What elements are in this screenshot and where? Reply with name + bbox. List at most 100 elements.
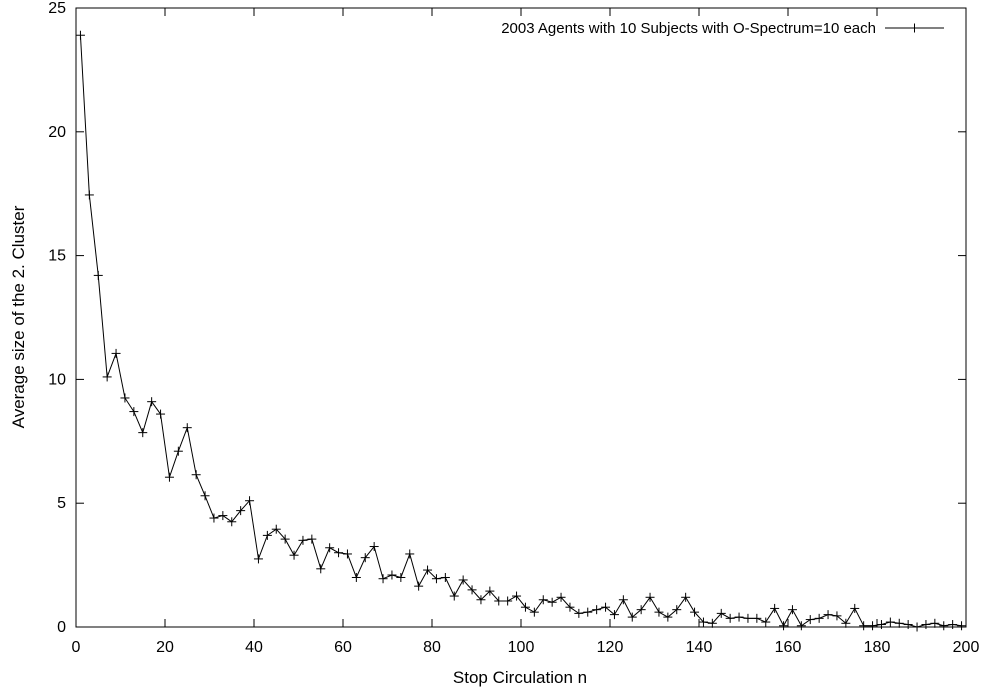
data-point (129, 407, 139, 417)
data-point (458, 575, 468, 585)
data-point (583, 607, 593, 617)
data-point (342, 549, 352, 559)
x-tick: 180 (864, 8, 891, 656)
data-point (449, 591, 459, 601)
x-tick: 140 (686, 8, 713, 656)
data-point (672, 605, 682, 615)
plot-area-border (75, 7, 967, 628)
data-point (921, 620, 931, 630)
data-point (405, 549, 415, 559)
series-line (79, 35, 962, 628)
data-point (93, 270, 103, 280)
x-tick: 160 (775, 8, 802, 656)
x-tick-label: 40 (245, 639, 263, 656)
data-point (770, 603, 780, 613)
data-point (690, 607, 700, 617)
data-point (218, 511, 228, 521)
data-point (805, 615, 815, 625)
data-point (280, 534, 290, 544)
data-point (245, 496, 255, 506)
data-point (796, 621, 806, 631)
data-point (761, 617, 771, 627)
data-point (360, 553, 370, 563)
data-point (289, 550, 299, 560)
data-point (351, 572, 361, 582)
data-point (743, 613, 753, 623)
y-axis-ticks: 0 5 10 15 20 25 (48, 0, 966, 636)
data-point (592, 605, 602, 615)
data-point (627, 612, 637, 622)
data-point (850, 603, 860, 613)
data-point (601, 602, 611, 612)
data-point (325, 543, 335, 553)
data-point (147, 397, 157, 407)
data-point (832, 611, 842, 621)
data-point (378, 574, 388, 584)
data-point (859, 621, 869, 631)
data-point (164, 472, 174, 482)
data-point (903, 620, 913, 630)
data-point (102, 372, 112, 382)
data-point (645, 592, 655, 602)
y-tick-label: 15 (48, 248, 66, 265)
x-tick: 100 (508, 8, 534, 656)
data-point (423, 565, 433, 575)
data-point (520, 602, 530, 612)
data-point (387, 570, 397, 580)
data-point (912, 622, 922, 632)
data-point (636, 605, 646, 615)
x-tick: 60 (334, 8, 352, 656)
x-tick-label: 120 (597, 639, 624, 656)
data-point (725, 613, 735, 623)
y-tick: 20 (48, 124, 966, 141)
data-point (698, 617, 708, 627)
data-point (120, 393, 130, 403)
x-tick-label: 160 (775, 639, 802, 656)
data-point (894, 618, 904, 628)
data-point (930, 618, 940, 628)
y-tick: 10 (48, 371, 966, 388)
data-point (654, 607, 664, 617)
data-point (173, 446, 183, 456)
data-point (334, 548, 344, 558)
data-point (565, 602, 575, 612)
y-tick-label: 20 (48, 124, 66, 141)
x-tick-label: 80 (423, 639, 441, 656)
y-tick-label: 25 (48, 0, 66, 17)
data-point (316, 564, 326, 574)
x-tick-label: 180 (864, 639, 891, 656)
x-tick-label: 0 (72, 639, 81, 656)
data-point (494, 596, 504, 606)
x-tick-label: 20 (156, 639, 174, 656)
legend: 2003 Agents with 10 Subjects with O-Spec… (501, 20, 944, 37)
data-point (618, 595, 628, 605)
data-point (716, 608, 726, 618)
data-point (200, 491, 210, 501)
x-tick-label: 60 (334, 639, 352, 656)
x-axis-label: Stop Circulation n (453, 668, 587, 687)
x-tick: 20 (156, 8, 174, 656)
x-tick: 80 (423, 8, 441, 656)
data-point (75, 30, 85, 40)
data-point (814, 613, 824, 623)
y-tick-label: 0 (57, 619, 66, 636)
data-point (431, 574, 441, 584)
data-point (271, 524, 281, 534)
data-point (734, 612, 744, 622)
data-point (84, 190, 94, 200)
data-point (574, 608, 584, 618)
data-point (138, 428, 148, 438)
data-point (467, 585, 477, 595)
data-point (414, 581, 424, 591)
x-tick-label: 140 (686, 639, 713, 656)
data-point (556, 592, 566, 602)
data-point (396, 572, 406, 582)
data-series (75, 30, 967, 632)
data-point (298, 535, 308, 545)
data-point (868, 621, 878, 631)
y-axis-label: Average size of the 2. Cluster (9, 205, 28, 428)
data-point (957, 621, 967, 631)
data-point (156, 409, 166, 419)
